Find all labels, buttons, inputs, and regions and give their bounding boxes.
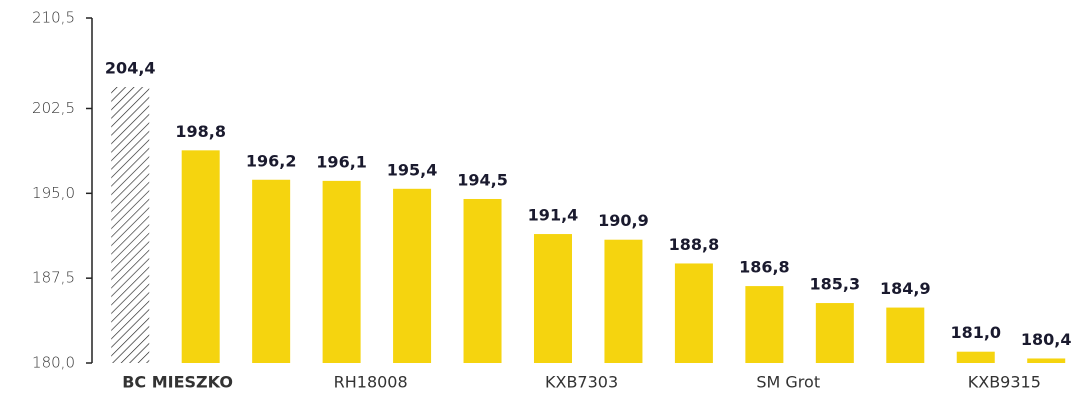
value-label: 181,0 [950, 323, 1001, 342]
bar [604, 239, 643, 363]
x-tick-label: SM Grot [756, 373, 820, 392]
value-label: 204,4 [105, 59, 156, 78]
bar [956, 351, 995, 363]
value-label: 196,1 [316, 152, 367, 171]
x-tick-label: KXB7303 [545, 373, 618, 392]
value-label: 198,8 [175, 122, 226, 141]
y-tick-label: 210,5 [32, 9, 75, 27]
value-label: 185,3 [810, 275, 861, 294]
value-label: 184,9 [880, 279, 931, 298]
bar [111, 87, 150, 363]
y-tick-label: 187,5 [32, 269, 75, 287]
bar [533, 234, 572, 363]
value-label: 194,5 [457, 170, 508, 189]
value-label: 188,8 [669, 235, 720, 254]
x-tick-label: RH18008 [334, 373, 408, 392]
y-tick-label: 195,0 [32, 184, 75, 202]
value-label: 190,9 [598, 211, 649, 230]
bar [322, 180, 361, 363]
bar [463, 198, 502, 363]
value-label: 195,4 [387, 160, 438, 179]
value-label: 196,2 [246, 151, 297, 170]
y-tick-label: 202,5 [32, 99, 75, 117]
bar [745, 286, 784, 363]
value-label: 180,4 [1021, 330, 1072, 349]
bar [1027, 358, 1066, 363]
bar [674, 263, 713, 363]
y-tick-label: 180,0 [32, 354, 75, 372]
bar [815, 303, 854, 363]
bar [393, 188, 432, 363]
x-tick-label: KXB9315 [968, 373, 1041, 392]
bar [181, 150, 220, 363]
x-tick-label: BC MIESZKO [122, 373, 233, 392]
bar [886, 307, 925, 363]
bar [252, 179, 291, 363]
value-label: 191,4 [528, 206, 579, 225]
value-label: 186,8 [739, 258, 790, 277]
